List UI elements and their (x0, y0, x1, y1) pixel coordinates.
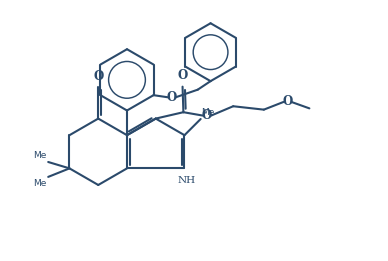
Text: O: O (177, 69, 188, 82)
Text: O: O (166, 91, 177, 104)
Text: NH: NH (178, 176, 196, 185)
Text: O: O (282, 96, 293, 109)
Text: Me: Me (33, 179, 46, 188)
Text: Me: Me (33, 151, 46, 160)
Text: Me: Me (201, 108, 215, 117)
Text: O: O (202, 109, 212, 122)
Text: O: O (93, 70, 103, 83)
